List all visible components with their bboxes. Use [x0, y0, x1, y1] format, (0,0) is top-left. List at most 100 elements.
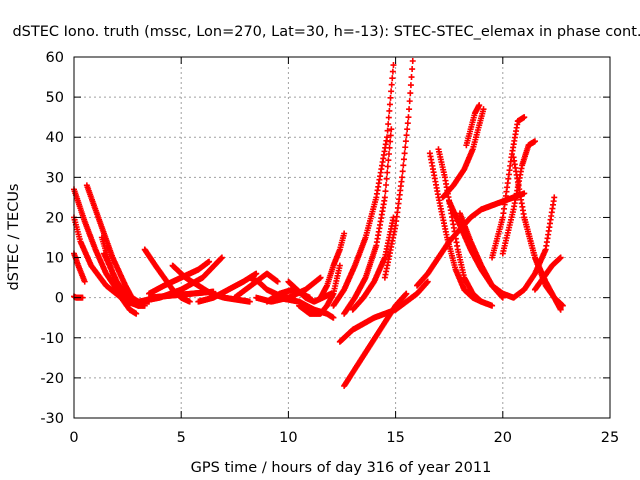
data-point — [407, 82, 414, 89]
data-point — [399, 174, 406, 181]
y-tick-label: -10 — [40, 331, 64, 347]
series-34 — [456, 210, 506, 301]
series-4 — [71, 293, 86, 301]
x-tick-label: 20 — [494, 430, 512, 446]
data-point — [409, 58, 416, 65]
data-point — [385, 114, 392, 121]
data-point — [406, 106, 413, 113]
data-point — [246, 298, 253, 305]
data-point — [557, 254, 564, 261]
data-point — [531, 138, 538, 145]
y-tick-label: 50 — [46, 90, 64, 106]
data-point — [218, 254, 225, 261]
series-24 — [349, 214, 397, 313]
data-point — [400, 162, 407, 169]
series-21 — [317, 230, 348, 301]
data-point — [403, 132, 410, 139]
data-point — [317, 274, 324, 281]
data-point — [557, 306, 564, 313]
x-axis-label: GPS time / hours of day 316 of year 2011 — [191, 460, 492, 476]
series-14 — [231, 270, 281, 301]
x-tick-label: 5 — [177, 430, 186, 446]
data-point — [341, 230, 348, 237]
data-point — [404, 126, 411, 133]
plot-frame — [73, 56, 611, 419]
data-point — [384, 134, 391, 141]
data-point — [476, 102, 483, 109]
data-point — [387, 94, 394, 101]
data-point — [253, 270, 260, 277]
data-point — [386, 144, 393, 151]
data-point — [399, 168, 406, 175]
data-point — [385, 121, 392, 128]
data-point — [499, 294, 506, 301]
data-point — [186, 298, 193, 305]
data-point — [384, 163, 391, 170]
data-point — [389, 75, 396, 82]
series-39 — [510, 194, 558, 301]
data-point — [489, 302, 496, 309]
data-point — [402, 138, 409, 145]
data-point — [81, 278, 88, 285]
data-point — [403, 290, 410, 297]
y-tick-label: 0 — [55, 291, 64, 307]
data-point — [402, 144, 409, 151]
data-point — [389, 68, 396, 75]
x-tick-label: 0 — [69, 430, 78, 446]
data-point — [551, 194, 558, 201]
data-point — [387, 132, 394, 139]
data-point — [521, 114, 528, 121]
series-32 — [439, 106, 487, 201]
y-tick-label: 10 — [46, 251, 64, 267]
data-point — [405, 114, 412, 121]
data-point — [404, 120, 411, 127]
data-point — [384, 127, 391, 134]
series-23 — [341, 126, 395, 317]
data-point — [381, 194, 388, 201]
data-point — [382, 188, 389, 195]
data-point — [385, 150, 392, 157]
data-point — [388, 126, 395, 133]
series-13 — [195, 270, 260, 305]
y-tick-label: -30 — [40, 411, 64, 427]
data-point — [407, 90, 414, 97]
data-point — [388, 88, 395, 95]
series-11 — [146, 288, 217, 301]
data-point — [408, 74, 415, 81]
data-points — [71, 58, 566, 389]
y-tick-label: 30 — [46, 170, 64, 186]
data-point — [386, 101, 393, 108]
data-point — [388, 81, 395, 88]
series-27 — [341, 290, 410, 389]
series-20 — [274, 294, 337, 321]
y-tick-label: 60 — [46, 50, 64, 66]
data-point — [406, 98, 413, 105]
data-point — [424, 278, 431, 285]
data-point — [401, 150, 408, 157]
data-point — [480, 106, 487, 113]
series-40 — [531, 254, 564, 293]
data-point — [386, 107, 393, 114]
series-7 — [101, 250, 142, 309]
data-point — [206, 258, 213, 265]
y-axis-label: dSTEC / TECUs — [6, 184, 22, 291]
data-point — [383, 181, 390, 188]
x-tick-label: 25 — [601, 430, 619, 446]
y-tick-label: 20 — [46, 210, 64, 226]
data-point — [409, 66, 416, 73]
data-point — [390, 62, 397, 69]
series-30 — [435, 146, 496, 309]
data-point — [385, 157, 392, 164]
x-tick-label: 10 — [279, 430, 297, 446]
data-point — [336, 262, 343, 269]
axes: 0 5 10 15 20 25 -30 -20 -10 0 10 20 30 40 50 60 — [40, 50, 619, 446]
series-31 — [463, 102, 483, 149]
data-point — [330, 314, 337, 321]
chart-title: dSTEC Iono. truth (mssc, Lon=270, Lat=30… — [12, 24, 640, 40]
data-point — [133, 310, 140, 317]
series-25 — [381, 58, 416, 281]
data-point — [384, 169, 391, 176]
series-22 — [330, 62, 397, 309]
data-point — [383, 175, 390, 182]
